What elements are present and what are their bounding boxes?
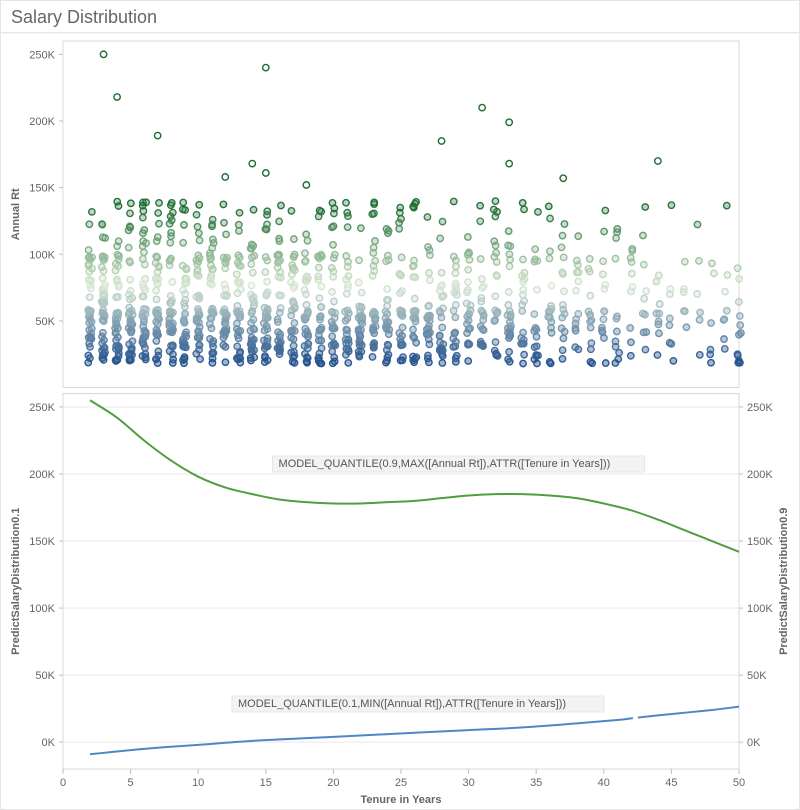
svg-text:40: 40 (598, 777, 610, 789)
svg-text:30: 30 (462, 777, 474, 789)
svg-text:250K: 250K (29, 49, 55, 61)
svg-text:0: 0 (60, 777, 66, 789)
svg-text:250K: 250K (747, 402, 773, 414)
svg-text:15: 15 (260, 777, 272, 789)
dashboard-container: Salary Distribution 0 5 10 15 20 25 30 35 40 45 50… (0, 0, 800, 810)
svg-text:50K: 50K (35, 670, 55, 682)
svg-text:PredictSalaryDistribution0.1: PredictSalaryDistribution0.1 (10, 508, 22, 655)
svg-text:150K: 150K (747, 536, 773, 548)
svg-text:50K: 50K (35, 316, 55, 328)
svg-text:MODEL_QUANTILE(0.9,MAX([Annual: MODEL_QUANTILE(0.9,MAX([Annual Rt]),ATTR… (279, 458, 611, 470)
svg-text:150K: 150K (29, 536, 55, 548)
svg-text:200K: 200K (29, 116, 55, 128)
svg-text:45: 45 (665, 777, 677, 789)
svg-text:10: 10 (192, 777, 204, 789)
svg-text:Tenure in Years: Tenure in Years (361, 794, 442, 806)
chart-area: 0 5 10 15 20 25 30 35 40 45 50 Tenure in Years 50K 10… (1, 33, 799, 807)
svg-text:20: 20 (327, 777, 339, 789)
svg-text:Annual Rt: Annual Rt (10, 188, 22, 240)
svg-text:50: 50 (733, 777, 745, 789)
svg-text:35: 35 (530, 777, 542, 789)
svg-text:0K: 0K (42, 737, 56, 749)
svg-text:50K: 50K (747, 670, 767, 682)
svg-text:100K: 100K (29, 249, 55, 261)
svg-text:5: 5 (128, 777, 134, 789)
svg-text:200K: 200K (747, 469, 773, 481)
svg-text:PredictSalaryDistribution0.9: PredictSalaryDistribution0.9 (778, 508, 790, 655)
svg-text:25: 25 (395, 777, 407, 789)
svg-text:100K: 100K (747, 603, 773, 615)
svg-text:200K: 200K (29, 469, 55, 481)
svg-text:150K: 150K (29, 183, 55, 195)
page-title: Salary Distribution (1, 1, 799, 33)
salary-distribution-chart: 0 5 10 15 20 25 30 35 40 45 50 Tenure in Years 50K 10… (1, 33, 800, 809)
svg-text:250K: 250K (29, 402, 55, 414)
svg-text:MODEL_QUANTILE(0.1,MIN([Annual: MODEL_QUANTILE(0.1,MIN([Annual Rt]),ATTR… (238, 698, 566, 710)
svg-text:0K: 0K (747, 737, 761, 749)
svg-text:100K: 100K (29, 603, 55, 615)
